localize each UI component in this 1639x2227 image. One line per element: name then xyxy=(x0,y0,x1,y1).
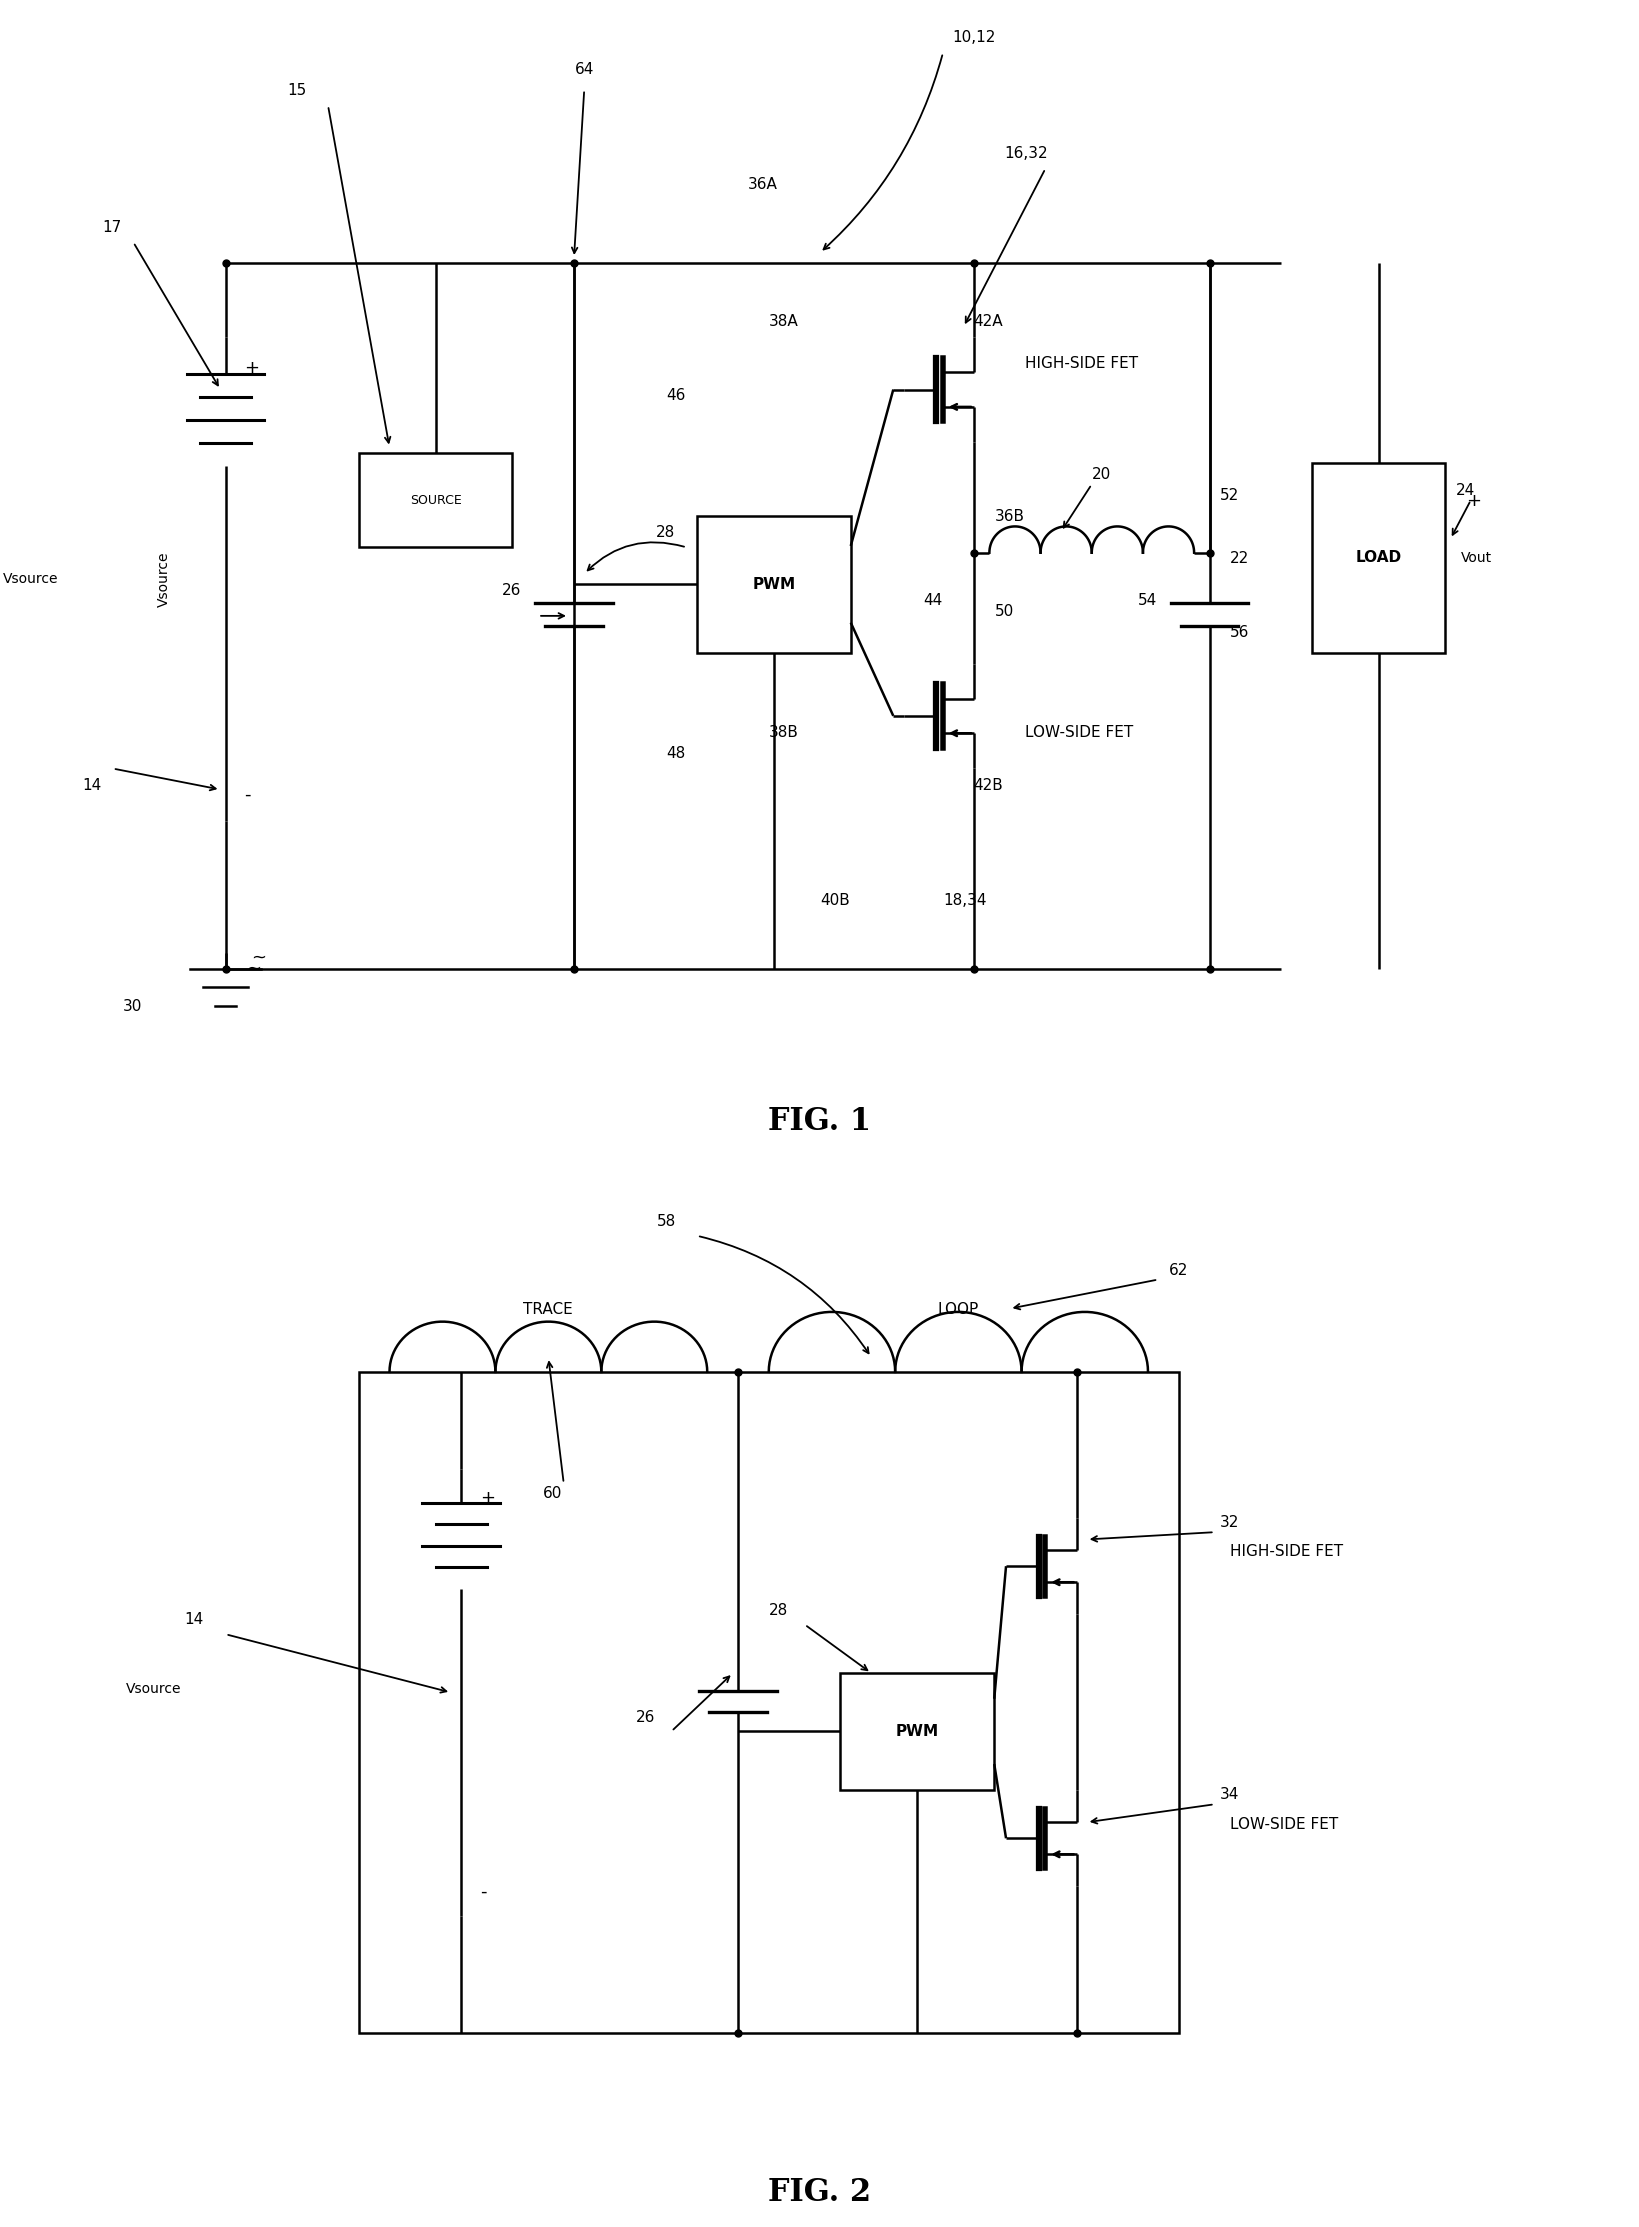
Text: Vout: Vout xyxy=(1460,550,1491,566)
Text: Vsource: Vsource xyxy=(3,572,59,586)
Text: 28: 28 xyxy=(769,1603,787,1617)
Text: 16,32: 16,32 xyxy=(1003,147,1047,160)
Bar xyxy=(697,517,851,653)
Text: FIG. 2: FIG. 2 xyxy=(769,2178,870,2209)
Text: Vsource: Vsource xyxy=(157,552,170,606)
Bar xyxy=(359,1372,1178,2033)
Text: PWM: PWM xyxy=(895,1724,939,1739)
Text: 54: 54 xyxy=(1137,592,1155,608)
Text: ~: ~ xyxy=(246,960,261,978)
Text: 26: 26 xyxy=(636,1710,654,1724)
Text: 58: 58 xyxy=(656,1214,675,1229)
Text: 52: 52 xyxy=(1219,488,1237,503)
Text: 10,12: 10,12 xyxy=(952,31,995,45)
Text: LOW-SIDE FET: LOW-SIDE FET xyxy=(1229,1817,1337,1831)
Text: LOOP: LOOP xyxy=(938,1301,978,1316)
Text: 36A: 36A xyxy=(747,178,777,192)
Text: 14: 14 xyxy=(184,1612,203,1628)
Text: PWM: PWM xyxy=(752,577,795,592)
Text: 24: 24 xyxy=(1455,483,1473,499)
Text: +: + xyxy=(1465,492,1480,510)
Text: 36B: 36B xyxy=(993,510,1024,523)
Text: LOW-SIDE FET: LOW-SIDE FET xyxy=(1024,726,1133,739)
Text: 56: 56 xyxy=(1229,626,1249,639)
Text: 22: 22 xyxy=(1229,552,1249,566)
Bar xyxy=(1311,463,1444,653)
Text: 44: 44 xyxy=(923,592,941,608)
Text: -: - xyxy=(480,1882,485,1900)
Text: 46: 46 xyxy=(665,387,685,403)
Text: 30: 30 xyxy=(123,998,143,1013)
Text: 18,34: 18,34 xyxy=(942,893,987,909)
Text: LOAD: LOAD xyxy=(1355,550,1401,566)
Text: 38A: 38A xyxy=(769,314,798,330)
Text: 14: 14 xyxy=(82,777,102,793)
Text: 40B: 40B xyxy=(820,893,849,909)
Text: 50: 50 xyxy=(993,604,1013,619)
Text: 42B: 42B xyxy=(974,777,1003,793)
Text: 26: 26 xyxy=(502,583,521,597)
Text: 42A: 42A xyxy=(974,314,1003,330)
Text: 62: 62 xyxy=(1169,1263,1188,1278)
Text: +: + xyxy=(244,359,259,376)
Bar xyxy=(839,1672,993,1791)
Text: 15: 15 xyxy=(287,82,306,98)
Text: 32: 32 xyxy=(1219,1514,1239,1530)
Text: 64: 64 xyxy=(574,62,593,76)
Text: ~: ~ xyxy=(251,949,266,967)
Text: 60: 60 xyxy=(543,1485,562,1501)
Text: 28: 28 xyxy=(656,526,675,539)
Text: 17: 17 xyxy=(102,220,121,234)
Text: 20: 20 xyxy=(1092,468,1110,481)
Text: TRACE: TRACE xyxy=(523,1301,574,1316)
Text: HIGH-SIDE FET: HIGH-SIDE FET xyxy=(1229,1546,1342,1559)
Text: -: - xyxy=(244,786,251,804)
Text: Vsource: Vsource xyxy=(126,1681,182,1695)
Text: 48: 48 xyxy=(665,746,685,762)
Text: +: + xyxy=(480,1490,495,1508)
Text: 34: 34 xyxy=(1219,1788,1239,1802)
Text: 38B: 38B xyxy=(769,726,798,739)
Text: SOURCE: SOURCE xyxy=(410,494,461,506)
Bar xyxy=(359,452,511,548)
Text: FIG. 1: FIG. 1 xyxy=(769,1105,870,1136)
Text: HIGH-SIDE FET: HIGH-SIDE FET xyxy=(1024,356,1137,372)
